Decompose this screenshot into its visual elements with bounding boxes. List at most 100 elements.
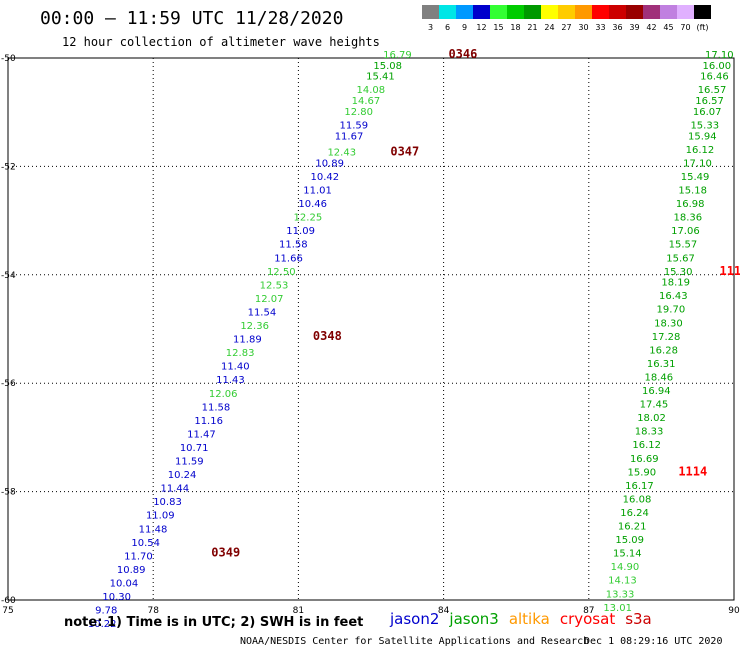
swh-value: 16.57	[695, 96, 724, 107]
swh-value: 12.07	[255, 294, 284, 305]
swh-value: 11.01	[303, 186, 332, 197]
swh-value: 12.36	[240, 321, 269, 332]
colorbar-swatch	[422, 5, 439, 19]
swh-value: 16.98	[676, 199, 705, 210]
colorbar-label: 18	[510, 23, 520, 32]
swh-value: 16.00	[703, 61, 732, 72]
satellite-legend: jason2 jason3 altika cryosat s3a	[389, 610, 652, 628]
plot-frame	[7, 57, 735, 601]
swh-value: 11.58	[202, 402, 231, 413]
swh-value: 17.10	[683, 158, 712, 169]
colorbar-label: 12	[476, 23, 486, 32]
y-tick-label: -60	[1, 596, 16, 606]
legend-altika: altika	[509, 610, 550, 628]
swh-value: 16.24	[620, 508, 649, 519]
colorbar-swatch	[592, 5, 609, 19]
swh-value: 10.89	[117, 565, 146, 576]
colorbar-label: 21	[527, 23, 537, 32]
y-tick-label: -56	[1, 379, 16, 389]
swh-value: 15.09	[615, 535, 644, 546]
swh-value: 17.28	[652, 332, 681, 343]
swh-value: 15.41	[366, 72, 395, 83]
swh-value: 18.36	[674, 213, 703, 224]
x-tick-label: 75	[2, 606, 13, 616]
y-tick-label: -54	[1, 271, 16, 281]
colorbar-label: 39	[629, 23, 639, 32]
swh-value: 16.69	[630, 454, 659, 465]
swh-value: 10.89	[315, 158, 344, 169]
colorbar-swatch	[524, 5, 541, 19]
swh-value: 15.30	[664, 267, 693, 278]
series-cryosat: 17.1016.0016.4616.5716.5716.0715.3315.94…	[603, 50, 740, 614]
swh-value: 18.02	[637, 413, 666, 424]
colorbar-swatch	[473, 5, 490, 19]
legend-jason2: jason2	[389, 610, 439, 628]
credit-line: NOAA/NESDIS Center for Satellite Applica…	[240, 636, 589, 647]
colorbar-swatch	[677, 5, 694, 19]
x-tick-label: 84	[438, 606, 450, 616]
swh-value: 17.10	[705, 50, 734, 61]
swh-value: 13.01	[603, 603, 632, 614]
colorbar-swatch	[541, 5, 558, 19]
colorbar-swatch	[694, 5, 711, 19]
pass-label: 0348	[313, 329, 342, 343]
colorbar-label: 70	[680, 23, 690, 32]
colorbar-swatch	[439, 5, 456, 19]
colorbar-label: 30	[578, 23, 588, 32]
x-tick-label: 87	[583, 606, 594, 616]
swh-value: 16.12	[686, 145, 715, 156]
swh-value: 15.94	[688, 131, 717, 142]
swh-value: 16.28	[649, 345, 678, 356]
swh-value: 11.48	[139, 524, 168, 535]
swh-value: 12.53	[260, 280, 289, 291]
legend-cryosat: cryosat	[560, 610, 615, 628]
colorbar-swatch	[507, 5, 524, 19]
colorbar-swatch	[558, 5, 575, 19]
swh-value: 11.54	[248, 307, 277, 318]
pass-label: 0346	[448, 47, 477, 61]
pass-label: 0347	[390, 145, 419, 159]
legend-jason3: jason3	[448, 610, 498, 628]
swh-value: 18.19	[661, 278, 690, 289]
swh-value: 15.67	[666, 253, 695, 264]
swh-value: 16.79	[383, 50, 412, 61]
pass-label: 1114	[678, 464, 707, 478]
swh-value: 19.70	[657, 305, 686, 316]
colorbar-label: 27	[561, 23, 571, 32]
x-tick-label: 78	[147, 606, 159, 616]
swh-value: 16.17	[625, 481, 654, 492]
swh-value: 15.18	[678, 186, 707, 197]
colorbar-label: 42	[646, 23, 656, 32]
swh-value: 16.46	[700, 72, 729, 83]
x-tick-label: 90	[728, 606, 740, 616]
colorbar-swatch	[626, 5, 643, 19]
swh-value: 10.22	[88, 619, 117, 630]
swh-value: 11.58	[279, 240, 308, 251]
swh-value: 9.78	[95, 606, 117, 617]
colorbar-label: 45	[663, 23, 673, 32]
colorbar-label: 9	[462, 23, 467, 32]
swh-value: 11.47	[187, 429, 216, 440]
swh-value: 12.83	[226, 348, 255, 359]
swh-value: 10.83	[153, 497, 182, 508]
swh-value: 16.07	[693, 107, 722, 118]
colorbar-label: 36	[612, 23, 622, 32]
swh-value: 18.33	[635, 427, 664, 438]
swh-value: 10.24	[168, 470, 197, 481]
swh-value: 14.08	[356, 85, 385, 96]
swh-value: 16.31	[647, 359, 676, 370]
swh-value: 15.08	[373, 61, 402, 72]
swh-value: 16.12	[632, 440, 661, 451]
swh-value: 11.59	[340, 120, 369, 131]
colorbar-label: 6	[445, 23, 450, 32]
swh-value: 13.33	[606, 589, 635, 600]
swh-value: 11.59	[175, 457, 204, 468]
swh-value: 12.25	[294, 213, 323, 224]
swh-value: 18.30	[654, 318, 683, 329]
swh-value: 16.21	[618, 522, 647, 533]
swh-value: 14.67	[352, 96, 381, 107]
swh-value: 16.08	[623, 494, 652, 505]
swh-value: 11.70	[124, 551, 153, 562]
